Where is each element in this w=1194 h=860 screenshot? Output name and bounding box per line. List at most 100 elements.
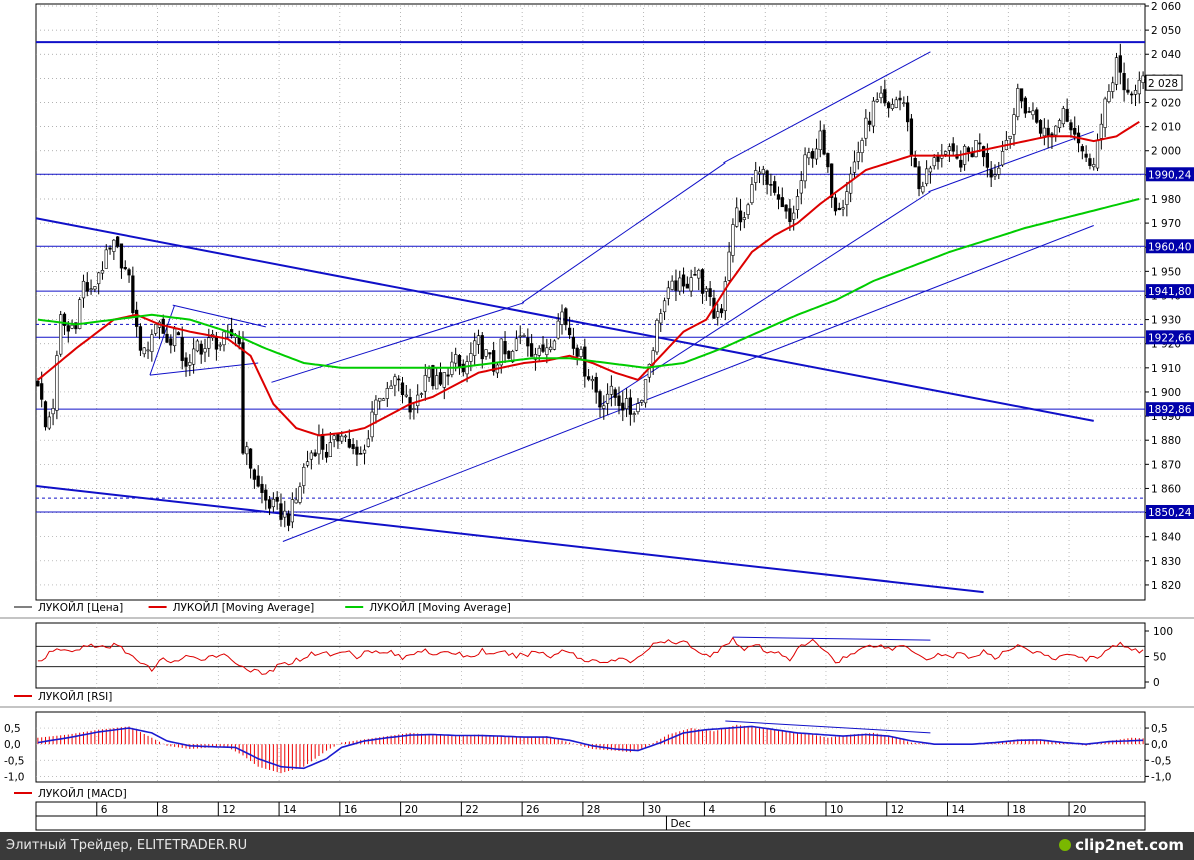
candle (978, 133, 982, 153)
candle-body (1061, 108, 1065, 125)
candle-body (476, 335, 481, 345)
candle (1107, 84, 1111, 104)
candle-body (636, 403, 640, 413)
candle (750, 176, 754, 205)
trend-line (172, 304, 266, 328)
candle-body (195, 340, 200, 352)
candle-body (1016, 88, 1020, 117)
candle (381, 397, 386, 401)
candle-body (359, 452, 363, 455)
candle-body (864, 117, 868, 139)
candle-body (773, 181, 777, 193)
candle-body (643, 379, 648, 404)
candle-body (826, 153, 830, 168)
candle (708, 281, 712, 306)
candle (412, 402, 416, 420)
candle (761, 165, 765, 186)
candle-body (431, 365, 435, 387)
candle (1130, 91, 1134, 105)
x-tick-label: 20 (1073, 804, 1086, 816)
candle (279, 493, 283, 527)
candle (693, 266, 697, 276)
candle-body (928, 167, 933, 173)
candle (723, 276, 727, 321)
candle (841, 199, 845, 217)
candle-body (1122, 73, 1126, 91)
x-tick-label: 4 (708, 804, 715, 816)
candle-body (321, 434, 325, 450)
candle-body (1069, 122, 1073, 131)
candle (883, 79, 887, 107)
candle-body (1099, 123, 1103, 139)
candle-body (689, 277, 693, 292)
candle (431, 364, 435, 390)
candle (697, 268, 701, 291)
x-tick-label: 30 (648, 804, 661, 816)
candle (1111, 76, 1115, 99)
candle-body (286, 513, 291, 526)
candle (93, 286, 97, 293)
candle-body (795, 196, 800, 211)
clip2net-logo[interactable]: clip2net.com (1059, 836, 1184, 854)
candle-body (541, 344, 545, 352)
candle (85, 272, 89, 297)
price-y-tick-label: 1 980 (1151, 194, 1181, 206)
x-axis: 6 8 12 14 16 20 22 26 28 30 4 6 10 12 14 18 20 Dec (35, 801, 1146, 831)
candle-body (241, 342, 245, 454)
candle-body (400, 382, 405, 396)
candle (552, 339, 557, 351)
candle-body (814, 148, 819, 160)
candle (404, 385, 408, 398)
candle (788, 199, 792, 231)
candle (180, 326, 184, 370)
candle-body (924, 168, 929, 185)
footer-bar: Элитный Трейдер, ELITETRADER.RU clip2net… (0, 832, 1194, 860)
candle-body (598, 391, 602, 408)
candle (290, 492, 294, 529)
level-label-box (1146, 402, 1194, 417)
candle-body (283, 510, 287, 518)
candle (685, 276, 689, 289)
candle-body (59, 314, 63, 355)
candle (488, 352, 492, 359)
candle-body (879, 92, 883, 99)
price-y-tick-label: 1 970 (1151, 218, 1181, 230)
candle (640, 399, 644, 406)
candle-body (378, 397, 382, 402)
macd-y-tick-label-left: 0,0 (4, 739, 21, 751)
candle-body (605, 393, 610, 404)
candle (199, 340, 203, 364)
candle (628, 389, 633, 426)
candle-body (868, 120, 872, 125)
candle-body (769, 184, 773, 186)
candle-body (849, 173, 853, 194)
candle (727, 242, 731, 282)
candle (1031, 102, 1035, 120)
candle-body (545, 347, 549, 355)
candle (294, 488, 298, 504)
candle-body (484, 349, 488, 357)
candle-body (340, 435, 344, 442)
candle-body (412, 408, 416, 410)
candle-body (1114, 57, 1119, 85)
candle (81, 274, 86, 308)
candle-body (252, 469, 257, 480)
x-tick-label: 20 (405, 804, 418, 816)
candle (826, 152, 830, 173)
candle (864, 109, 868, 147)
candle-body (40, 383, 44, 400)
candle-body (678, 277, 682, 292)
candle-body (492, 350, 496, 372)
candle-body (309, 452, 313, 460)
trend-line (928, 130, 1094, 193)
candle-body (1008, 135, 1012, 139)
candle-body (1084, 153, 1088, 158)
candle (1126, 78, 1130, 95)
candle-body (47, 416, 51, 429)
candle (1099, 113, 1103, 150)
candle (343, 434, 348, 442)
candle-body (355, 446, 359, 455)
candle-body (294, 499, 298, 504)
x-tick-label: 8 (162, 804, 169, 816)
candle (241, 331, 245, 455)
